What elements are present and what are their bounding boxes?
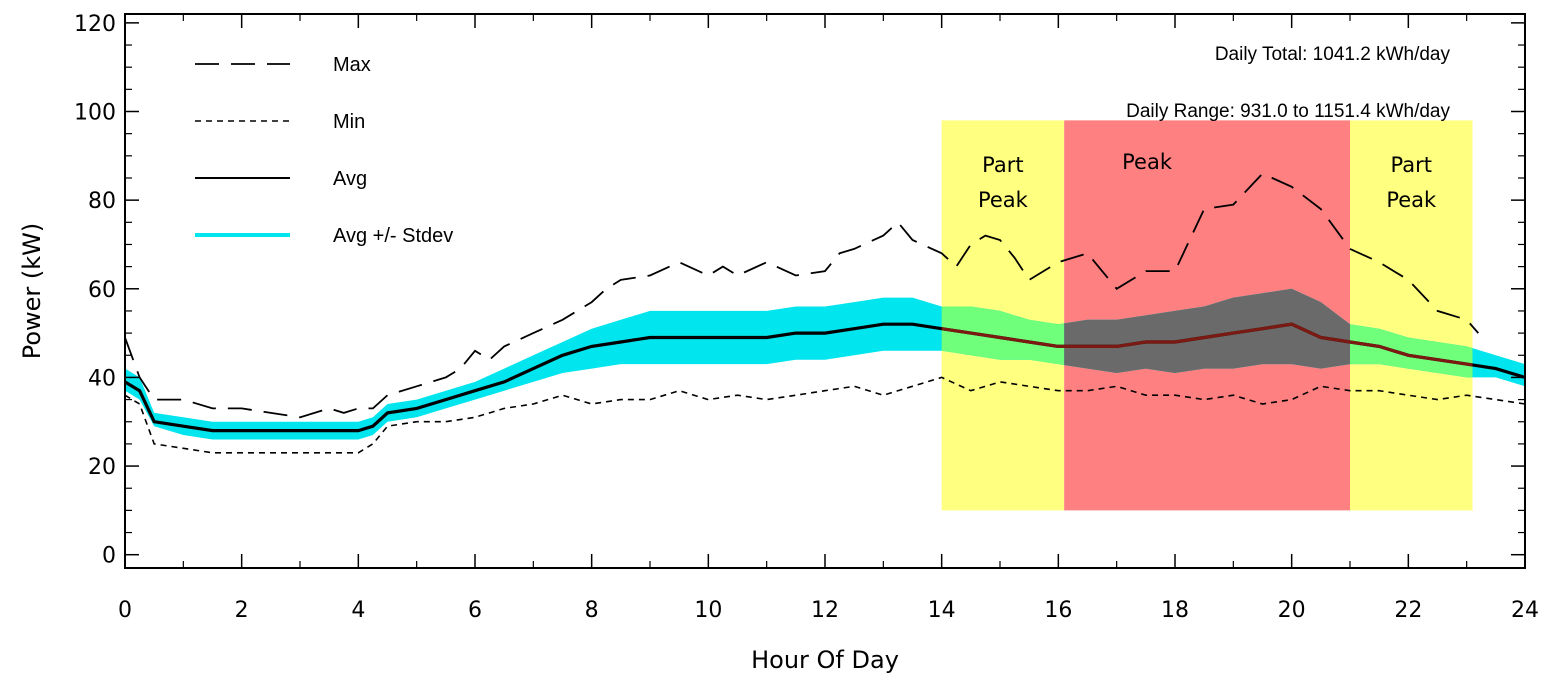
min-series-line [125, 376, 1525, 454]
x-tick-label: 24 [1511, 598, 1539, 623]
x-axis-title: Hour Of Day [751, 646, 899, 674]
y-tick-label: 100 [74, 101, 116, 126]
stdev-band-zone-1 [1064, 288, 1350, 373]
avg-series-line-in-zones [941, 322, 1473, 367]
zone-label-0: Peak [978, 188, 1029, 212]
x-tick-label: 14 [928, 598, 956, 623]
legend-label: Avg +/- Stdev [333, 225, 453, 247]
y-axis-title: Power (kW) [18, 223, 46, 360]
series-lines [125, 172, 1525, 454]
y-tick-label: 80 [88, 189, 116, 214]
x-tick-labels: 0 2 4 6 8 10 12 14 16 18 20 22 24 [118, 598, 1539, 623]
zone-label-2: Peak [1386, 188, 1437, 212]
max-series-line [125, 172, 1479, 419]
y-tick-label: 0 [102, 544, 116, 569]
axis-ticks [124, 14, 1526, 568]
x-tick-label: 12 [811, 598, 839, 623]
legend-label: Max [333, 54, 371, 76]
daily-total-label: Daily Total: 1041.2 kWh/day [1215, 44, 1451, 65]
x-tick-label: 4 [351, 598, 365, 623]
x-tick-label: 6 [468, 598, 482, 623]
x-tick-label: 0 [118, 598, 132, 623]
stdev-band [125, 288, 1525, 440]
x-tick-label: 10 [694, 598, 722, 623]
y-tick-label: 20 [88, 455, 116, 480]
x-tick-label: 8 [585, 598, 599, 623]
y-tick-label: 120 [74, 12, 116, 37]
y-tick-labels: 0 20 40 60 80 100 120 [74, 12, 116, 569]
zone-label-2: Part [1391, 153, 1432, 177]
x-tick-label: 22 [1394, 598, 1422, 623]
y-tick-label: 60 [88, 278, 116, 303]
x-tick-label: 20 [1278, 598, 1306, 623]
zone-label-1: Peak [1122, 150, 1173, 174]
daily-range-label: Daily Range: 931.0 to 1151.4 kWh/day [1126, 101, 1450, 122]
legend-label: Min [333, 111, 365, 133]
zone-labels: Part Peak Peak Part Peak [978, 150, 1437, 212]
y-tick-label: 40 [88, 366, 116, 391]
legend: Max Min Avg Avg +/- Stdev [195, 54, 453, 247]
zone-label-0: Part [982, 153, 1023, 177]
stdev-band-zone-0 [941, 306, 1065, 366]
x-tick-label: 18 [1161, 598, 1189, 623]
x-tick-label: 16 [1044, 598, 1072, 623]
legend-label: Avg [333, 168, 367, 190]
x-tick-label: 2 [235, 598, 249, 623]
stdev-band-zone-2 [1350, 324, 1473, 378]
